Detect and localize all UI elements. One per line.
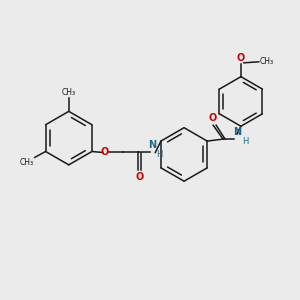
Text: O: O bbox=[101, 148, 109, 158]
Text: CH₃: CH₃ bbox=[260, 57, 274, 66]
Text: O: O bbox=[237, 53, 245, 63]
Text: O: O bbox=[135, 172, 144, 182]
Text: H: H bbox=[156, 150, 163, 159]
Text: O: O bbox=[208, 113, 216, 123]
Text: CH₃: CH₃ bbox=[20, 158, 34, 167]
Text: N: N bbox=[148, 140, 156, 151]
Text: N: N bbox=[233, 127, 241, 137]
Text: H: H bbox=[242, 136, 248, 146]
Text: CH₃: CH₃ bbox=[62, 88, 76, 98]
